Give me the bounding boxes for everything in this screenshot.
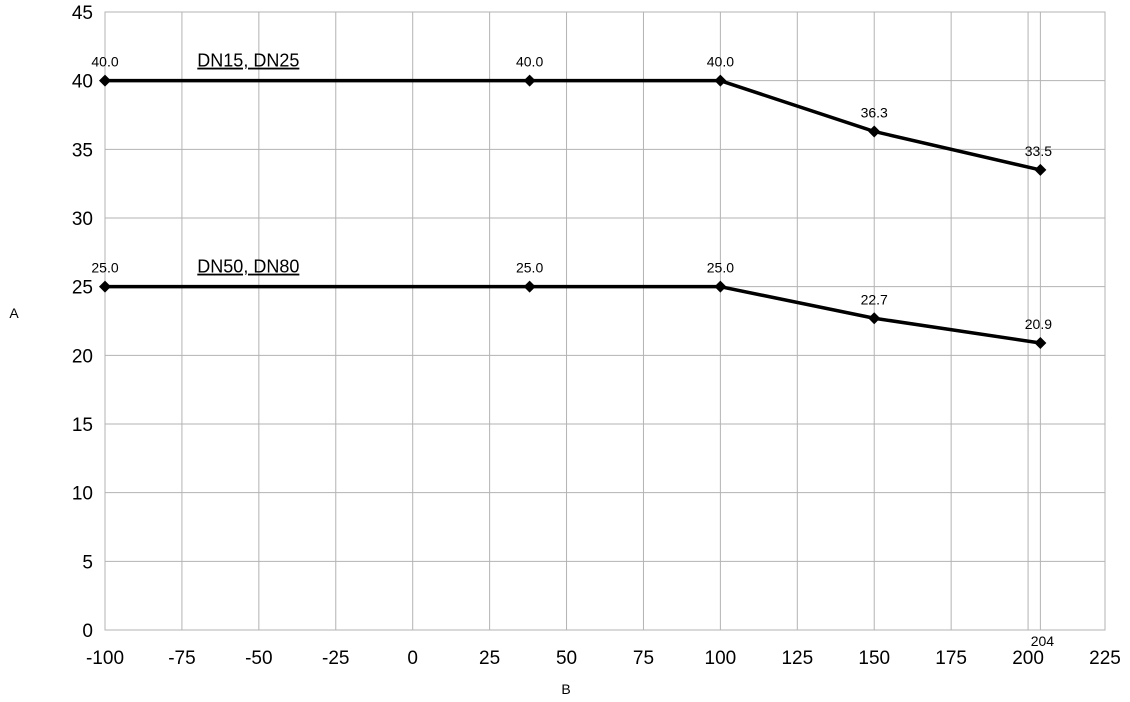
y-tick-label: 35 — [72, 140, 93, 161]
data-point — [1034, 163, 1047, 176]
y-tick-label: 40 — [72, 72, 93, 93]
series-1 — [99, 74, 1047, 176]
y-tick-label: 10 — [72, 484, 93, 505]
x-tick-label: -75 — [168, 648, 195, 669]
x-tick-label: -25 — [322, 648, 349, 669]
x-tick-label: 100 — [705, 648, 737, 669]
x-tick-label: 125 — [781, 648, 813, 669]
y-tick-label: 5 — [82, 552, 93, 573]
x-tick-label: 225 — [1089, 648, 1121, 669]
x-tick-label: -50 — [245, 648, 272, 669]
x-tick-label: 150 — [858, 648, 890, 669]
plot-border — [104, 11, 1106, 631]
x-tick-label: 25 — [479, 648, 500, 669]
series-line — [105, 284, 1041, 345]
data-point — [714, 280, 727, 293]
data-point — [868, 312, 881, 325]
data-point — [99, 280, 111, 293]
data-label: 25.0 — [91, 260, 118, 276]
x-tick-label: -100 — [86, 648, 124, 669]
label-layer: -100 -75 -50 -25 0 25 50 75 100 125 150 175 200 225 0 5… — [72, 3, 1121, 669]
data-point — [868, 125, 881, 138]
series-name-label: DN15, DN25 — [197, 51, 299, 71]
axis-layer: B A — [9, 305, 570, 697]
x-tick-label: 175 — [935, 648, 967, 669]
data-label: 25.0 — [707, 260, 734, 276]
y-tick-label: 25 — [72, 278, 93, 299]
data-label: 40.0 — [516, 54, 543, 70]
series-name-label: DN50, DN80 — [197, 257, 299, 277]
data-label: 40.0 — [707, 54, 734, 70]
data-label: 36.3 — [861, 104, 888, 120]
data-label: 25.0 — [516, 260, 543, 276]
data-point — [523, 74, 536, 87]
grid — [104, 11, 1106, 631]
data-point — [714, 74, 727, 87]
y-tick-label: 20 — [72, 346, 93, 367]
series-layer — [99, 74, 1047, 349]
x-tick-label: 0 — [407, 648, 418, 669]
y-tick-label: 15 — [72, 415, 93, 436]
y-tick-label: 30 — [72, 209, 93, 230]
data-label: 20.9 — [1025, 316, 1052, 332]
x-tick-label: 50 — [556, 648, 577, 669]
data-point — [1034, 336, 1047, 349]
y-axis-title: A — [9, 305, 19, 321]
y-tick-label: 45 — [72, 3, 93, 24]
series-line — [105, 78, 1041, 172]
data-point — [523, 280, 536, 293]
x-tick-label: 200 — [1012, 648, 1044, 669]
data-label: 40.0 — [91, 54, 118, 70]
series-2 — [99, 280, 1047, 349]
x-axis-title: B — [561, 681, 570, 697]
data-label: 33.5 — [1025, 143, 1052, 159]
data-point — [99, 74, 111, 87]
y-tick-label: 0 — [82, 621, 93, 642]
data-label: 22.7 — [861, 291, 888, 307]
marker-label-204: 204 — [1031, 633, 1055, 649]
x-tick-label: 75 — [633, 648, 654, 669]
